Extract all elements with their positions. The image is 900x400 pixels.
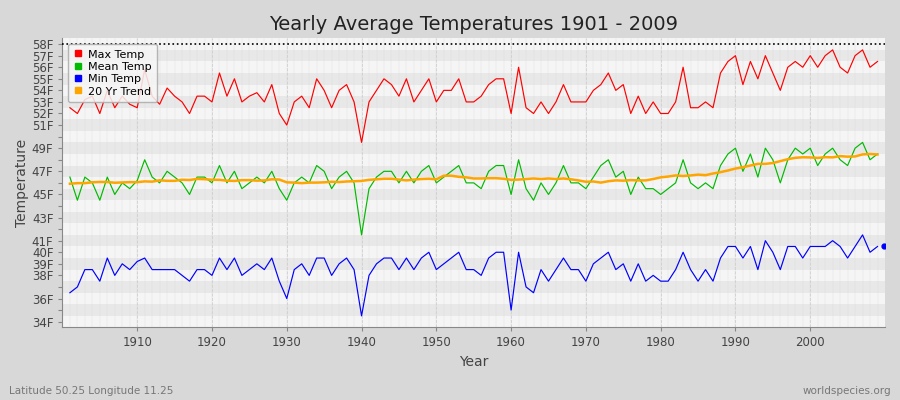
- Bar: [62, 154, 885, 166]
- Bar: [62, 200, 885, 212]
- Bar: [62, 177, 885, 189]
- Bar: [62, 166, 885, 177]
- Bar: [62, 281, 885, 293]
- Bar: [62, 246, 885, 258]
- Bar: [62, 293, 885, 304]
- Bar: [62, 119, 885, 131]
- Bar: [62, 212, 885, 223]
- Bar: [62, 189, 885, 200]
- Bar: [62, 131, 885, 142]
- Text: worldspecies.org: worldspecies.org: [803, 386, 891, 396]
- Bar: [62, 38, 885, 50]
- Bar: [62, 223, 885, 235]
- X-axis label: Year: Year: [459, 355, 489, 369]
- Bar: [62, 50, 885, 62]
- Bar: [62, 270, 885, 281]
- Bar: [62, 62, 885, 73]
- Bar: [62, 142, 885, 154]
- Bar: [62, 258, 885, 270]
- Bar: [62, 235, 885, 246]
- Bar: [62, 304, 885, 316]
- Bar: [62, 84, 885, 96]
- Bar: [62, 73, 885, 84]
- Title: Yearly Average Temperatures 1901 - 2009: Yearly Average Temperatures 1901 - 2009: [269, 15, 679, 34]
- Legend: Max Temp, Mean Temp, Min Temp, 20 Yr Trend: Max Temp, Mean Temp, Min Temp, 20 Yr Tre…: [68, 44, 158, 102]
- Bar: [62, 96, 885, 108]
- Text: Latitude 50.25 Longitude 11.25: Latitude 50.25 Longitude 11.25: [9, 386, 174, 396]
- Bar: [62, 108, 885, 119]
- Y-axis label: Temperature: Temperature: [15, 139, 29, 227]
- Bar: [62, 316, 885, 328]
